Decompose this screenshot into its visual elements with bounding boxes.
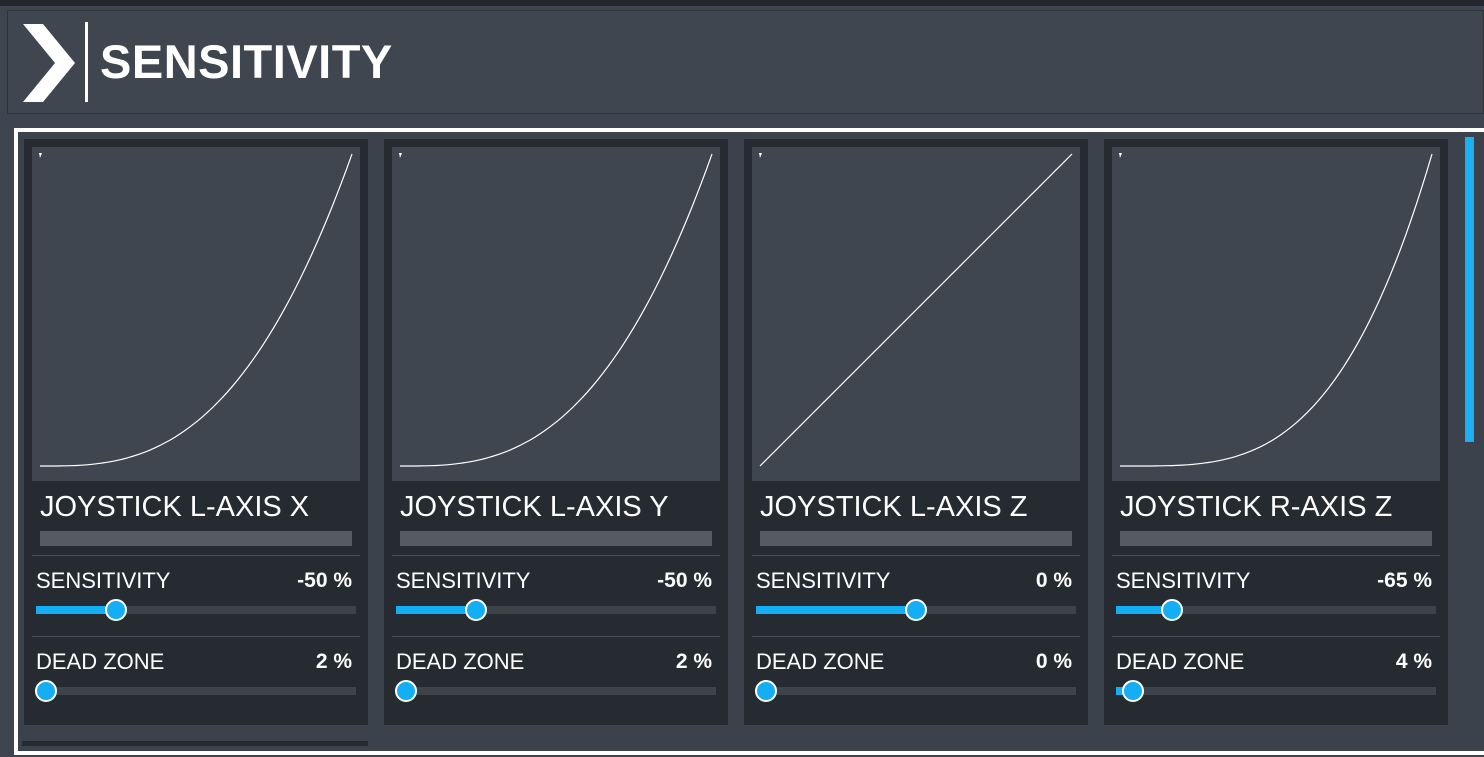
- slider-thumb[interactable]: [105, 599, 127, 621]
- dead-zone-value: 0 %: [1035, 650, 1072, 673]
- divider: [32, 555, 360, 556]
- response-curve-svg: [1119, 153, 1433, 467]
- chevron-right-icon: [23, 24, 75, 102]
- axis-card[interactable]: JOYSTICK L-AXIS Y SENSITIVITY -50 % DEAD…: [384, 139, 728, 725]
- axis-binding-bar: [760, 531, 1072, 546]
- slider-thumb[interactable]: [35, 680, 58, 702]
- slider-track[interactable]: [36, 687, 356, 695]
- response-curve-svg: [39, 153, 353, 467]
- response-curve-graph: [1112, 147, 1440, 481]
- slider-track[interactable]: [756, 687, 1076, 695]
- slider-fill: [36, 606, 116, 614]
- axis-title: JOYSTICK L-AXIS Z: [760, 491, 1028, 523]
- divider: [752, 555, 1080, 556]
- axis-card[interactable]: JOYSTICK L-AXIS X SENSITIVITY -50 % DEAD…: [24, 139, 368, 725]
- top-edge-strip: [0, 0, 1484, 6]
- response-curve-svg: [759, 153, 1073, 467]
- response-curve-graph: [32, 147, 360, 481]
- dead-zone-slider[interactable]: [35, 680, 356, 702]
- slider-track[interactable]: [36, 606, 356, 614]
- curve-origin-marker: [39, 153, 42, 158]
- header-divider: [85, 22, 88, 102]
- slider-thumb[interactable]: [755, 680, 777, 702]
- response-curve-line: [400, 153, 713, 467]
- slider-track[interactable]: [396, 606, 716, 614]
- divider: [1112, 636, 1440, 637]
- curve-origin-marker: [759, 153, 762, 158]
- divider: [32, 636, 360, 637]
- response-curve-line: [1120, 153, 1433, 467]
- dead-zone-slider[interactable]: [755, 680, 1076, 702]
- dead-zone-label: DEAD ZONE: [36, 649, 165, 674]
- axis-binding-bar: [40, 531, 352, 546]
- slider-fill: [756, 606, 916, 614]
- next-row-card-edge: [22, 741, 368, 746]
- slider-thumb[interactable]: [1121, 680, 1144, 702]
- slider-track[interactable]: [1116, 687, 1436, 695]
- axis-title: JOYSTICK L-AXIS Y: [400, 491, 669, 523]
- slider-track[interactable]: [396, 687, 716, 695]
- slider-fill: [396, 606, 476, 614]
- slider-thumb[interactable]: [395, 680, 418, 702]
- dead-zone-label: DEAD ZONE: [396, 649, 525, 674]
- divider: [1112, 555, 1440, 556]
- slider-fill: [1116, 606, 1172, 614]
- response-curve-graph: [392, 147, 720, 481]
- sensitivity-value: 0 %: [1035, 569, 1072, 592]
- page-title: SENSITIVITY: [100, 35, 393, 88]
- sensitivity-label: SENSITIVITY: [36, 568, 171, 593]
- response-curve-line: [759, 153, 1073, 467]
- sensitivity-slider[interactable]: [1116, 599, 1436, 621]
- sensitivity-value: -65 %: [1377, 569, 1432, 592]
- sensitivity-label: SENSITIVITY: [756, 568, 891, 593]
- axis-card[interactable]: JOYSTICK L-AXIS Z SENSITIVITY 0 % DEAD Z…: [744, 139, 1088, 725]
- section-header: SENSITIVITY: [7, 10, 1484, 114]
- dead-zone-value: 2 %: [675, 650, 712, 673]
- dead-zone-value: 4 %: [1395, 650, 1432, 673]
- curve-origin-marker: [399, 153, 402, 158]
- divider: [752, 636, 1080, 637]
- axis-title: JOYSTICK R-AXIS Z: [1120, 491, 1393, 523]
- dead-zone-slider[interactable]: [395, 680, 716, 702]
- slider-thumb[interactable]: [1161, 599, 1183, 621]
- sensitivity-label: SENSITIVITY: [1116, 568, 1251, 593]
- dead-zone-label: DEAD ZONE: [756, 649, 885, 674]
- response-curve-line: [40, 153, 353, 467]
- axis-binding-bar: [1120, 531, 1432, 546]
- sensitivity-slider[interactable]: [756, 599, 1076, 621]
- sensitivity-value: -50 %: [297, 569, 352, 592]
- dead-zone-label: DEAD ZONE: [1116, 649, 1245, 674]
- dead-zone-slider[interactable]: [1116, 680, 1436, 702]
- sensitivity-slider[interactable]: [396, 599, 716, 621]
- slider-thumb[interactable]: [905, 599, 927, 621]
- curve-origin-marker: [1119, 153, 1122, 158]
- axis-title: JOYSTICK L-AXIS X: [40, 491, 310, 523]
- scrollbar-thumb[interactable]: [1465, 137, 1474, 442]
- slider-thumb[interactable]: [465, 599, 487, 621]
- sensitivity-value: -50 %: [657, 569, 712, 592]
- slider-track[interactable]: [1116, 606, 1436, 614]
- divider: [392, 555, 720, 556]
- axis-card[interactable]: JOYSTICK R-AXIS Z SENSITIVITY -65 % DEAD…: [1104, 139, 1448, 725]
- response-curve-svg: [399, 153, 713, 467]
- response-curve-graph: [752, 147, 1080, 481]
- divider: [392, 636, 720, 637]
- sensitivity-slider[interactable]: [36, 599, 356, 621]
- axis-binding-bar: [400, 531, 712, 546]
- dead-zone-value: 2 %: [315, 650, 352, 673]
- sensitivity-label: SENSITIVITY: [396, 568, 531, 593]
